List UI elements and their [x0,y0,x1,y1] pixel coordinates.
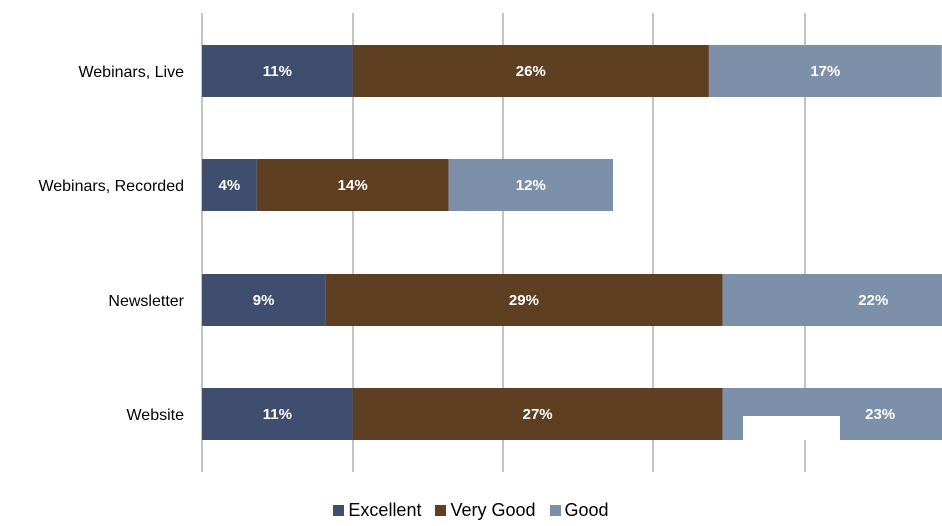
bar-segment-excellent [202,388,353,440]
data-label: 27% [523,406,553,423]
legend-swatch-good [549,505,561,516]
legend-item-good: Good [549,500,609,521]
bar-segment-very-good [352,388,723,440]
data-label: 22% [858,292,888,309]
data-label: 26% [516,63,546,80]
legend-label-good: Good [564,500,609,520]
category-label: Website [126,407,184,424]
category-label: Webinars, Recorded [38,178,184,195]
legend-label-excellent: Excellent [348,500,422,520]
bar-segment-good [722,274,942,326]
data-label: 4% [219,177,241,194]
data-label: 11% [263,406,292,423]
bar-segment-excellent [202,45,353,97]
legend-item-excellent: Excellent [333,500,421,521]
bar-segment-good [448,159,613,211]
bar-segment-excellent [202,274,326,326]
bar-segment-very-good [325,274,723,326]
data-label: 9% [253,292,275,309]
bar-segment-excellent [202,159,257,211]
legend-swatch-very-good [435,505,447,516]
legend-label-very-good: Very Good [450,500,536,520]
category-label: Webinars, Live [78,64,184,81]
legend: Excellent Very Good Good [0,500,942,521]
data-label: 12% [516,177,546,194]
data-label: 17% [810,63,840,80]
bar-segment-very-good [256,159,449,211]
legend-item-very-good: Very Good [435,500,536,521]
data-label: 23% [865,406,895,423]
category-axis-labels: Webinars, Live Webinars, Recorded Newslett… [38,64,184,424]
data-label: 14% [338,177,368,194]
data-labels: 11% 26% 17% 4% 14% 12% 9% 29% 22% 11% 27% 23% [219,63,896,423]
legend-swatch-excellent [333,505,345,516]
data-label: 29% [509,292,539,309]
data-label: 11% [263,63,292,80]
bar-segment-very-good [352,45,709,97]
label-occlusion-patch [743,416,840,440]
bars [202,45,942,440]
bar-segment-good [708,45,942,97]
category-label: Newsletter [108,293,184,310]
